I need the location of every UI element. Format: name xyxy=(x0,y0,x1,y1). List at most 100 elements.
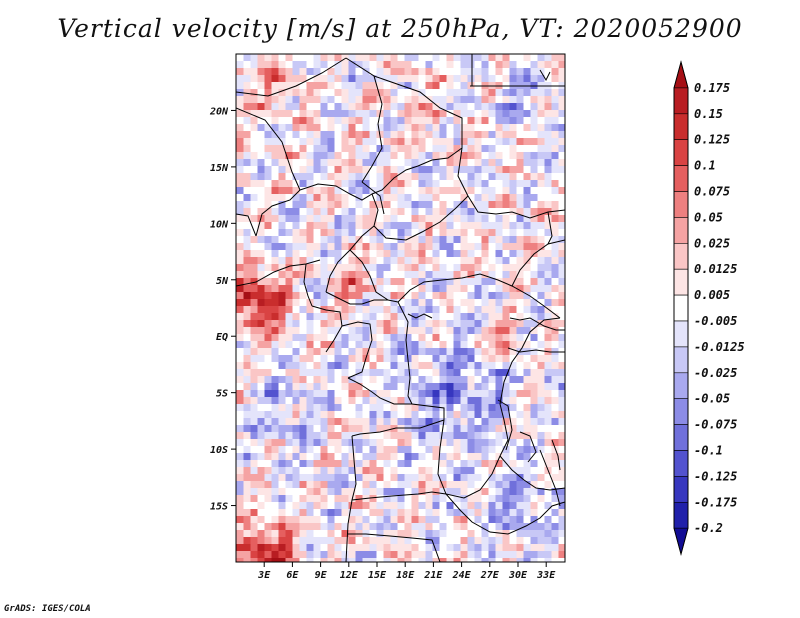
field-cell xyxy=(383,257,391,265)
field-cell xyxy=(376,495,384,503)
field-cell xyxy=(369,495,377,503)
field-cell xyxy=(320,460,328,468)
field-cell xyxy=(502,117,510,125)
field-cell xyxy=(243,75,251,83)
field-cell xyxy=(558,208,565,216)
field-cell xyxy=(334,173,342,181)
field-cell xyxy=(369,278,377,286)
field-cell xyxy=(453,145,461,153)
field-cell xyxy=(495,271,503,279)
field-cell xyxy=(453,362,461,370)
field-cell xyxy=(313,523,321,531)
field-cell xyxy=(446,320,454,328)
field-cell xyxy=(425,509,433,517)
field-cell xyxy=(257,369,265,377)
field-cell xyxy=(551,418,559,426)
field-cell xyxy=(502,215,510,223)
field-cell xyxy=(425,516,433,524)
field-cell xyxy=(264,537,272,545)
field-cell xyxy=(369,558,377,562)
field-cell xyxy=(369,299,377,307)
field-cell xyxy=(502,138,510,146)
field-cell xyxy=(460,229,468,237)
field-cell xyxy=(376,516,384,524)
field-cell xyxy=(425,418,433,426)
field-cell xyxy=(376,264,384,272)
field-cell xyxy=(432,341,440,349)
field-cell xyxy=(264,299,272,307)
field-cell xyxy=(474,173,482,181)
field-cell xyxy=(523,488,531,496)
field-cell xyxy=(278,327,286,335)
field-cell xyxy=(250,558,258,562)
field-cell xyxy=(537,558,545,562)
field-cell xyxy=(481,180,489,188)
field-cell xyxy=(362,152,370,160)
field-cell xyxy=(250,201,258,209)
field-cell xyxy=(278,376,286,384)
field-cell xyxy=(257,558,265,562)
field-cell xyxy=(446,187,454,195)
field-cell xyxy=(495,96,503,104)
field-cell xyxy=(292,229,300,237)
field-cell xyxy=(271,390,279,398)
field-cell xyxy=(551,481,559,489)
field-cell xyxy=(530,334,538,342)
field-cell xyxy=(285,495,293,503)
field-cell xyxy=(509,138,517,146)
field-cell xyxy=(425,229,433,237)
field-cell xyxy=(271,544,279,552)
field-cell xyxy=(544,292,552,300)
field-cell xyxy=(488,404,496,412)
field-cell xyxy=(474,481,482,489)
field-cell xyxy=(537,362,545,370)
field-cell xyxy=(404,187,412,195)
field-cell xyxy=(516,285,524,293)
field-cell xyxy=(320,96,328,104)
field-cell xyxy=(257,488,265,496)
field-cell xyxy=(467,194,475,202)
field-cell xyxy=(320,201,328,209)
field-cell xyxy=(355,299,363,307)
field-cell xyxy=(306,530,314,538)
field-cell xyxy=(418,495,426,503)
field-cell xyxy=(418,243,426,251)
field-cell xyxy=(523,369,531,377)
field-cell xyxy=(551,138,559,146)
field-cell xyxy=(278,439,286,447)
field-cell xyxy=(446,89,454,97)
field-cell xyxy=(537,145,545,153)
field-cell xyxy=(285,89,293,97)
field-cell xyxy=(348,460,356,468)
field-cell xyxy=(397,530,405,538)
field-cell xyxy=(397,229,405,237)
field-cell xyxy=(341,222,349,230)
field-cell xyxy=(453,215,461,223)
field-cell xyxy=(348,285,356,293)
field-cell xyxy=(243,481,251,489)
field-cell xyxy=(348,558,356,562)
field-cell xyxy=(453,509,461,517)
field-cell xyxy=(474,376,482,384)
field-cell xyxy=(257,292,265,300)
field-cell xyxy=(544,320,552,328)
field-cell xyxy=(243,152,251,160)
y-tick-label: 10S xyxy=(210,445,228,456)
field-cell xyxy=(404,467,412,475)
field-cell xyxy=(551,474,559,482)
field-cell xyxy=(285,299,293,307)
field-cell xyxy=(418,530,426,538)
field-cell xyxy=(502,173,510,181)
field-cell xyxy=(292,299,300,307)
field-cell xyxy=(243,432,251,440)
field-cell xyxy=(320,229,328,237)
field-cell xyxy=(530,299,538,307)
colorbar-segment xyxy=(673,424,689,451)
field-cell xyxy=(278,194,286,202)
field-cell xyxy=(523,271,531,279)
field-cell xyxy=(264,75,272,83)
field-cell xyxy=(362,544,370,552)
field-cell xyxy=(551,334,559,342)
field-cell xyxy=(530,488,538,496)
field-cell xyxy=(446,131,454,139)
